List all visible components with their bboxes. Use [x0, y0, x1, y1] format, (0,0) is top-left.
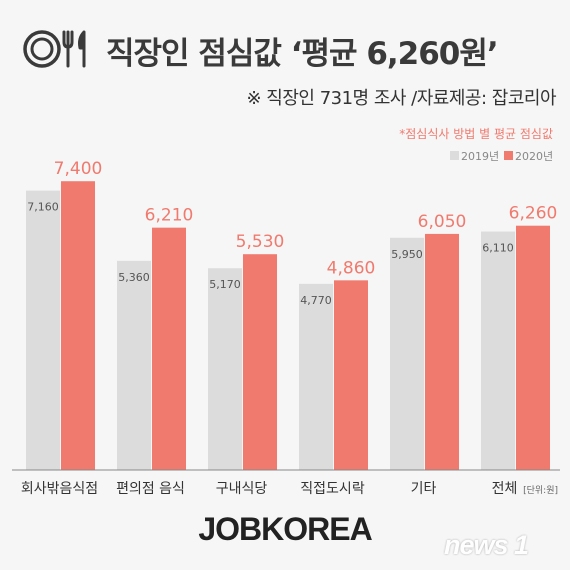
page-subtitle: ※ 직장인 731명 조사 /자료제공: 잡코리아 — [246, 88, 556, 109]
data-label-2019: 4,770 — [300, 294, 332, 307]
category-label: 직접도시락 — [300, 481, 365, 497]
bar-2019 — [299, 283, 333, 470]
category-label: 전체 — [492, 481, 518, 497]
bar-2020 — [243, 254, 277, 470]
category-label: 회사밖음식점 — [21, 481, 98, 497]
bar-2020 — [61, 181, 95, 470]
legend-label-2019: 2019년 — [461, 150, 499, 163]
bar-2020 — [425, 233, 459, 470]
data-label-2019: 5,360 — [118, 271, 150, 284]
chart-title: *점심식사 방법 별 평균 점심값 — [399, 127, 553, 141]
dining-utensils-icon — [23, 30, 86, 68]
category-label: 구내식당 — [216, 481, 268, 497]
bar-2020 — [334, 280, 368, 470]
data-label-2020: 7,400 — [54, 159, 103, 179]
category-label: 기타 — [411, 481, 437, 497]
data-label-2020: 4,860 — [327, 258, 376, 278]
news1-watermark: news 1 — [444, 530, 529, 560]
category-label: 편의점 음식 — [116, 481, 185, 497]
bar-2019 — [208, 268, 242, 470]
data-label-2020: 6,050 — [418, 212, 467, 232]
data-label-2019: 5,950 — [391, 248, 423, 261]
jobkorea-logo: JOBKOREA — [198, 511, 372, 547]
bar-2020 — [152, 227, 186, 470]
data-label-2020: 5,530 — [236, 232, 285, 252]
data-label-2019: 5,170 — [209, 278, 241, 291]
data-label-2020: 6,210 — [145, 206, 194, 226]
data-label-2019: 6,110 — [482, 242, 514, 255]
page-title: 직장인 점심값 ‘평균 6,260원’ — [106, 36, 499, 72]
bar-2020 — [516, 225, 550, 470]
data-label-2020: 6,260 — [509, 204, 558, 224]
bar-2019 — [481, 231, 515, 470]
legend-swatch-2019 — [450, 151, 459, 160]
data-label-2019: 7,160 — [27, 201, 59, 214]
unit-note: [단위:원] — [523, 485, 558, 496]
bar-chart: *점심식사 방법 별 평균 점심값 2019년 2020년 7,160 7,400 회사밖… — [12, 127, 560, 497]
legend-label-2020: 2020년 — [515, 150, 553, 163]
bar-2019 — [117, 260, 151, 470]
bar-2019 — [26, 190, 60, 470]
bar-2019 — [390, 237, 424, 470]
legend-swatch-2020 — [504, 151, 513, 160]
